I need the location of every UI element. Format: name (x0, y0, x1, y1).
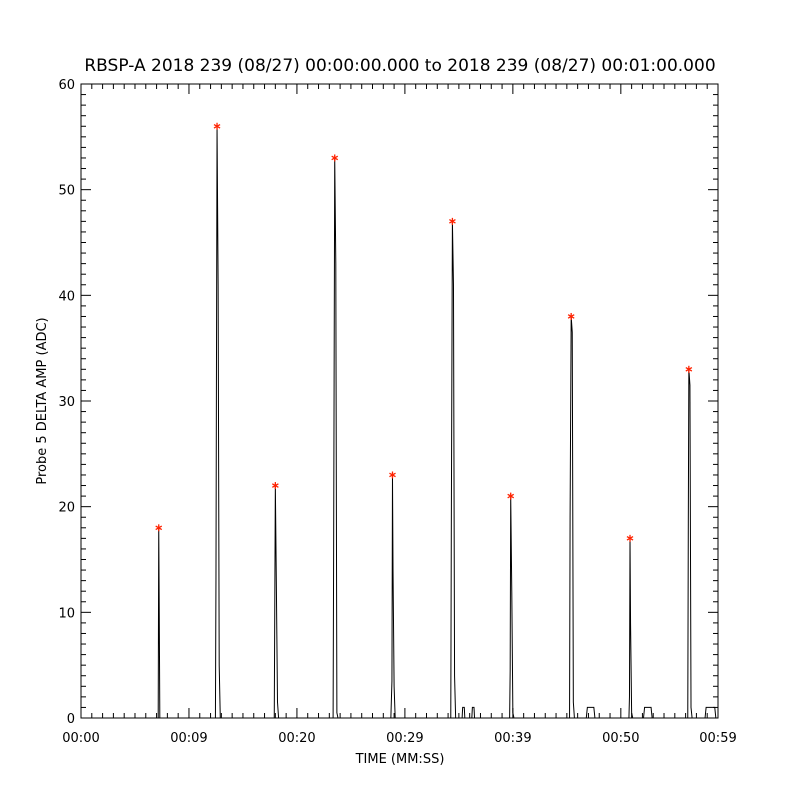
peak-marker-stroke (213, 123, 221, 129)
x-axis-label: TIME (MM:SS) (355, 752, 445, 767)
peak-marker (507, 492, 515, 500)
y-tick-label: 50 (58, 184, 75, 199)
peak-marker-stroke (331, 155, 339, 161)
y-tick-label: 10 (58, 606, 75, 621)
x-tick-label: 00:00 (62, 731, 99, 746)
peak-marker (449, 217, 456, 225)
peak-marker (389, 471, 396, 479)
peak-marker-stroke (155, 525, 163, 531)
peak-marker-stroke (567, 314, 575, 319)
peak-markers (155, 122, 693, 542)
y-tick-label: 30 (58, 395, 75, 410)
y-tick-label: 40 (58, 289, 75, 304)
x-tick-label: 00:29 (386, 731, 423, 746)
y-tick-label: 60 (58, 78, 75, 93)
x-tick-label: 00:20 (278, 731, 315, 746)
x-tick-label: 00:59 (699, 731, 736, 746)
x-tick-label: 00:39 (494, 731, 531, 746)
tick-marks (80, 83, 719, 719)
peak-marker-stroke (507, 493, 515, 499)
chart-title: RBSP-A 2018 239 (08/27) 00:00:00.000 to … (84, 56, 715, 76)
peak-marker-stroke (389, 472, 396, 478)
y-tick-label: 0 (67, 712, 75, 727)
peak-marker-stroke (626, 536, 634, 541)
y-axis-label: Probe 5 DELTA AMP (ADC) (35, 317, 50, 484)
peak-marker (213, 122, 221, 130)
peak-marker (567, 312, 575, 320)
peak-marker-stroke (685, 366, 693, 372)
x-tick-label: 00:50 (602, 731, 639, 746)
series-line (81, 126, 718, 719)
peak-marker (331, 154, 339, 162)
peak-marker-stroke (449, 219, 456, 224)
peak-marker (626, 534, 634, 542)
y-tick-label: 20 (58, 501, 75, 516)
peak-marker (685, 365, 693, 373)
peak-marker (155, 524, 163, 532)
x-tick-label: 00:09 (170, 731, 207, 746)
tick-labels: 0 10 20 30 40 50 60 00:00 00:09 00:20 00:29 00:39 00… (58, 78, 736, 746)
peak-marker-stroke (271, 483, 279, 488)
peak-marker (271, 482, 279, 490)
